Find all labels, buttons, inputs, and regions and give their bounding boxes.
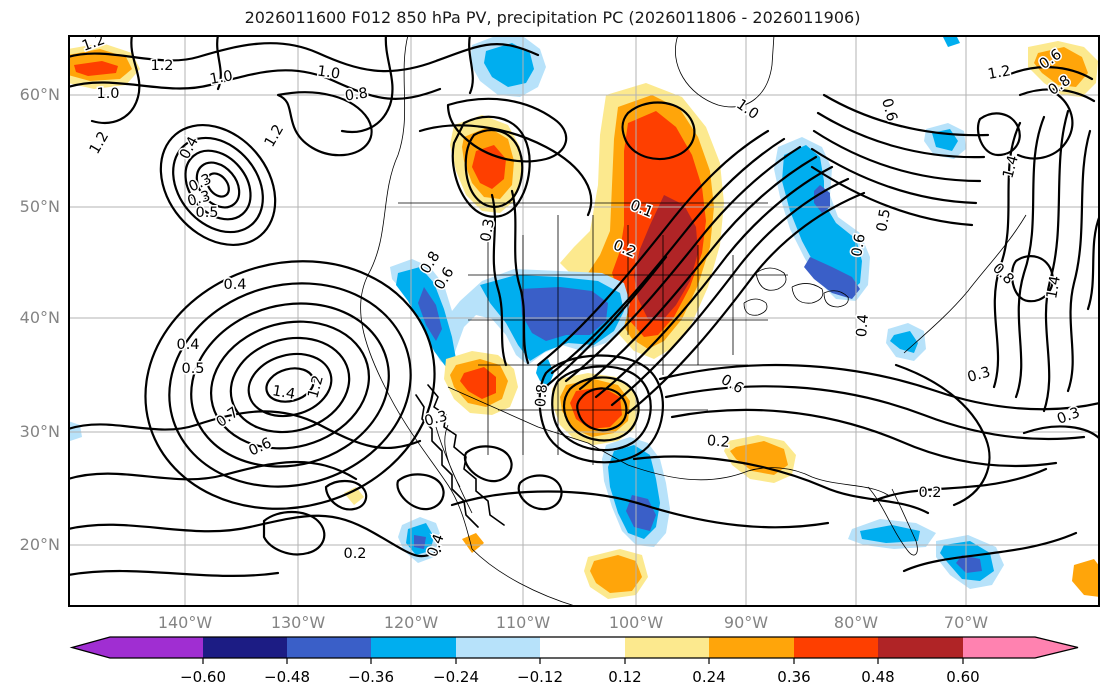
x-tick-label: 130°W [270,613,326,632]
shaded-region [344,487,364,505]
plot-frame [68,35,1100,607]
contour-label: 1.0 [96,86,119,102]
shaded-region [68,421,82,441]
contour-label: 0.8 [344,86,369,105]
colorbar-segment [540,637,625,658]
colorbar-tick-label: 0.24 [692,668,725,686]
shaded-region [1072,559,1100,597]
shaded-region [890,331,918,353]
colorbar-segment [456,637,540,658]
y-tick-label: 40°N [19,308,60,327]
contour-label: 0.2 [918,485,941,501]
contour-label: 1.2 [987,63,1012,83]
shaded-region [814,185,830,213]
colorbar-tick-label: 0.60 [946,668,979,686]
shaded-region [730,441,788,475]
contour-label: 1.0 [209,68,234,88]
x-tick-label: 120°W [383,613,439,632]
contour-label: 1.4 [271,383,296,403]
shaded-region [804,257,860,299]
contour-label: 0.5 [874,208,894,233]
x-tick-label: 140°W [157,613,213,632]
map-plot: 1.2 1.2 1.0 1.0 1.0 0.8 1.2 0.4 0.3 0.3 0.5 1.2 0.4 0… [68,35,1100,607]
shaded-region [74,61,118,76]
shaded-region [484,43,534,87]
colorbar-tick-label: 0.48 [861,668,894,686]
colorbar-tick-label: −0.24 [433,668,479,686]
x-tick-label: 90°W [723,613,769,632]
contour-label: 0.4 [176,337,199,353]
contour-label: 0.2 [706,433,730,451]
colorbar-tick-label: −0.12 [517,668,563,686]
contour-label: 1.0 [733,97,761,123]
contour-label: 0.4 [854,313,872,337]
colorbar-tick-label: 0.12 [608,668,641,686]
colorbar-segment [709,637,794,658]
contour-label: 0.7 [214,405,242,431]
latlon-gridlines [68,35,1100,607]
shaded-region [460,367,496,399]
colorbar-tick-label: −0.36 [348,668,394,686]
colorbar-tick-label: 0.36 [777,668,810,686]
precip-shading [68,35,1100,599]
colorbar-segment [203,637,287,658]
shaded-region [520,287,608,341]
contour-label: 1.4 [1044,275,1064,300]
y-tick-label: 50°N [19,197,60,216]
x-tick-label: 110°W [495,613,551,632]
contour-label: 0.6 [878,97,899,123]
x-tick-label: 100°W [608,613,664,632]
x-tick-label: 80°W [833,613,879,632]
colorbar-segment [794,637,878,658]
colorbar-segment [625,637,709,658]
colorbar-outline [69,636,1079,659]
contour-label: 0.8 [533,383,551,407]
map-canvas: 1.21.21.01.0 1.00.81.20.40.30.30.51.20.40… [68,35,1100,607]
shaded-region [418,287,442,341]
shaded-region [956,555,982,573]
contour-label: 1.4 [1000,154,1021,180]
contour-label: 0.3 [478,218,498,243]
colorbar-under-arrow [72,637,203,658]
contour-label: 0.3 [966,364,992,385]
shaded-region [860,525,920,543]
contour-label: 0.2 [343,546,366,562]
contour-label: 1.2 [150,58,173,74]
contour-label: 1.2 [262,122,287,150]
shaded-region [1034,47,1088,87]
chart-title: 2026011600 F012 850 hPa PV, precipitatio… [244,8,861,27]
colorbar-segment [878,637,963,658]
y-tick-label: 30°N [19,422,60,441]
shaded-region [942,35,960,47]
shaded-region [626,495,656,531]
y-tick-label: 20°N [19,535,60,554]
shaded-region [414,535,426,549]
contour-label: 1.0 [316,64,341,83]
contour-label: 0.6 [246,435,274,459]
contour-label: 0.5 [195,205,218,221]
colorbar-tick-label: −0.60 [180,668,226,686]
colorbar-tick-label: −0.48 [264,668,310,686]
contour-label: 0.6 [718,372,746,397]
pv-contours [68,35,1100,577]
x-tick-label: 70°W [943,613,989,632]
contour-label: 0.4 [223,277,246,293]
colorbar-over-arrow [963,637,1078,658]
contour-label: 1.2 [87,129,112,157]
shaded-region [782,145,862,293]
contour-label: 1.2 [305,374,326,400]
colorbar-segment [371,637,456,658]
shaded-region [590,555,642,593]
y-tick-label: 60°N [19,85,60,104]
contour-label: 0.6 [849,233,869,258]
colorbar: −0.60 −0.48 −0.36 −0.24 −0.12 0.12 0.24 0.36 0.4… [69,636,1079,686]
shaded-region [462,533,484,553]
colorbar-segment [287,637,371,658]
contour-label: 0.5 [181,361,204,377]
